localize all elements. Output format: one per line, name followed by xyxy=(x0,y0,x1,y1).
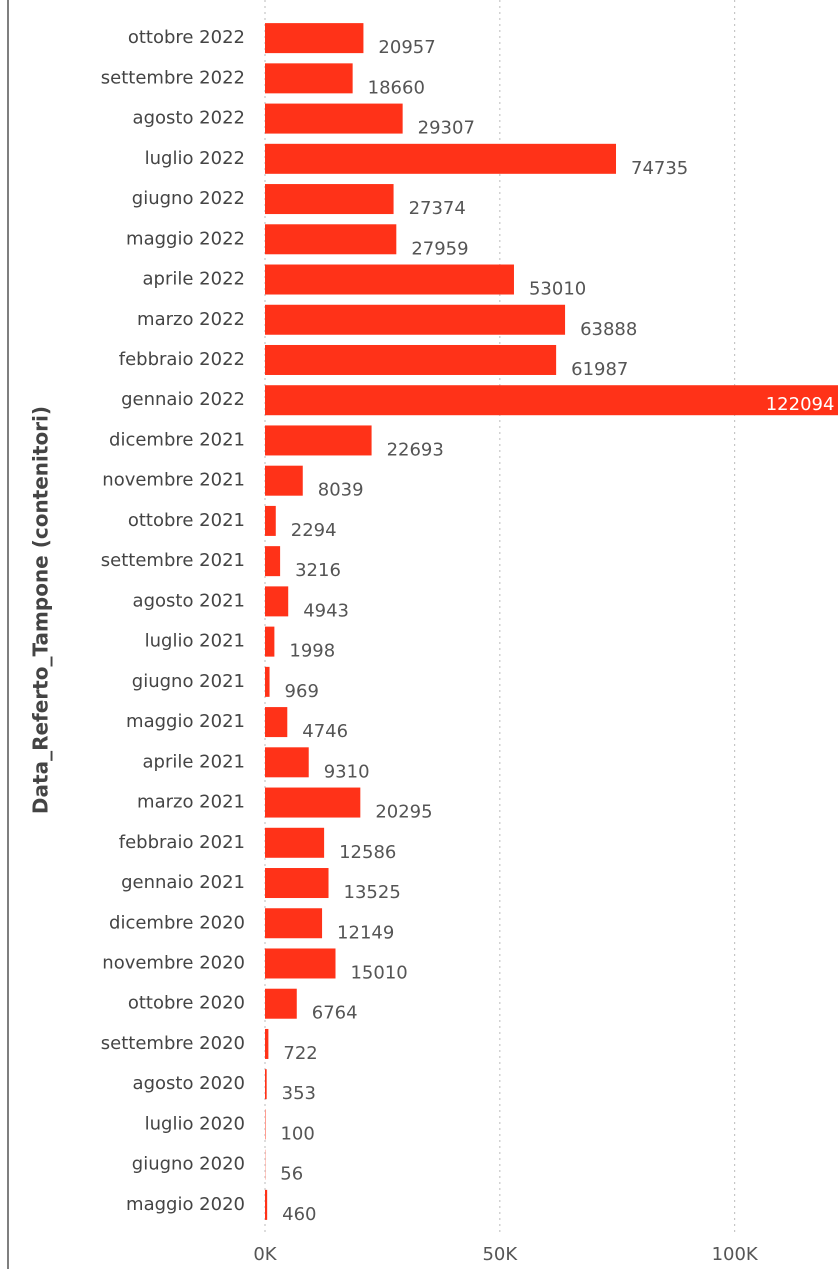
bar xyxy=(265,264,514,295)
y-tick-label: agosto 2021 xyxy=(133,590,245,611)
value-label: 20957 xyxy=(378,37,435,58)
value-label: 74735 xyxy=(631,158,688,179)
y-tick-label: gennaio 2021 xyxy=(121,872,245,893)
y-tick-label: settembre 2022 xyxy=(101,67,245,88)
value-label: 122094 xyxy=(766,394,835,415)
y-tick-label: agosto 2020 xyxy=(133,1073,245,1094)
bar xyxy=(265,908,323,939)
bar xyxy=(265,23,364,54)
y-tick-label: febbraio 2022 xyxy=(119,349,245,370)
bar xyxy=(265,1189,268,1220)
y-tick-label: aprile 2021 xyxy=(143,751,245,772)
bar xyxy=(265,1069,267,1100)
y-tick-label: gennaio 2022 xyxy=(121,389,245,410)
value-label: 61987 xyxy=(571,359,628,380)
value-label: 460 xyxy=(282,1204,316,1225)
y-tick-label: maggio 2021 xyxy=(126,711,245,732)
bar xyxy=(265,586,289,617)
y-tick-label: ottobre 2022 xyxy=(128,27,245,48)
y-tick-label: giugno 2021 xyxy=(132,671,245,692)
value-label: 1998 xyxy=(289,641,335,662)
value-label: 3216 xyxy=(295,560,341,581)
y-tick-label: dicembre 2020 xyxy=(109,912,245,933)
y-tick-label: novembre 2021 xyxy=(102,470,245,491)
bar xyxy=(265,224,397,255)
value-label: 2294 xyxy=(291,520,337,541)
bar xyxy=(265,827,325,858)
bar xyxy=(265,344,557,375)
y-tick-label: ottobre 2020 xyxy=(128,993,245,1014)
bar xyxy=(265,626,275,657)
bar xyxy=(265,868,329,899)
bar xyxy=(265,747,309,778)
bar xyxy=(265,505,276,536)
y-tick-label: marzo 2021 xyxy=(137,792,245,813)
value-label: 4943 xyxy=(303,600,349,621)
value-label: 969 xyxy=(285,681,319,702)
bar xyxy=(265,1028,269,1059)
value-label: 29307 xyxy=(418,118,475,139)
value-label: 9310 xyxy=(324,761,370,782)
bar xyxy=(265,385,838,416)
value-label: 18660 xyxy=(368,77,425,98)
bar xyxy=(265,63,353,94)
x-tick-label: 100K xyxy=(712,1244,759,1265)
value-label: 353 xyxy=(282,1083,316,1104)
value-label: 22693 xyxy=(387,439,444,460)
y-tick-label: giugno 2022 xyxy=(132,188,245,209)
y-tick-label: dicembre 2021 xyxy=(109,429,245,450)
value-label: 722 xyxy=(283,1043,317,1064)
y-tick-label: luglio 2021 xyxy=(145,631,245,652)
value-label: 15010 xyxy=(350,962,407,983)
bar xyxy=(265,103,403,134)
value-label: 100 xyxy=(280,1123,314,1144)
bar xyxy=(265,143,617,174)
y-tick-label: maggio 2022 xyxy=(126,228,245,249)
value-label: 4746 xyxy=(302,721,348,742)
value-label: 12149 xyxy=(337,922,394,943)
y-tick-label: febbraio 2021 xyxy=(119,832,245,853)
bar xyxy=(265,666,270,697)
bar xyxy=(265,948,336,979)
y-tick-label: settembre 2020 xyxy=(101,1033,245,1054)
y-tick-label: maggio 2020 xyxy=(126,1194,245,1215)
bar xyxy=(265,184,394,215)
y-tick-label: luglio 2020 xyxy=(145,1113,245,1134)
x-tick-label: 50K xyxy=(482,1244,518,1265)
y-axis-title: Data_Referto_Tampone (contenitori) xyxy=(29,406,53,814)
bar xyxy=(265,304,566,335)
y-tick-label: ottobre 2021 xyxy=(128,510,245,531)
bar xyxy=(265,988,297,1019)
value-label: 53010 xyxy=(529,279,586,300)
bar xyxy=(265,546,281,577)
value-label: 63888 xyxy=(580,319,637,340)
value-label: 27374 xyxy=(409,198,466,219)
y-tick-label: giugno 2020 xyxy=(132,1154,245,1175)
value-label: 6764 xyxy=(312,1003,358,1024)
y-tick-label: agosto 2022 xyxy=(133,108,245,129)
y-tick-label: settembre 2021 xyxy=(101,550,245,571)
value-label: 20295 xyxy=(375,802,432,823)
value-label: 8039 xyxy=(318,480,364,501)
value-label: 13525 xyxy=(344,882,401,903)
bar xyxy=(265,707,288,738)
bar xyxy=(265,787,361,818)
x-tick-label: 0K xyxy=(253,1244,277,1265)
y-tick-label: marzo 2022 xyxy=(137,309,245,330)
y-tick-label: novembre 2020 xyxy=(102,952,245,973)
y-tick-label: luglio 2022 xyxy=(145,148,245,169)
bar xyxy=(265,425,372,456)
value-label: 27959 xyxy=(411,238,468,259)
y-tick-label: aprile 2022 xyxy=(143,269,245,290)
value-label: 12586 xyxy=(339,842,396,863)
value-label: 56 xyxy=(280,1164,303,1185)
bar xyxy=(265,465,303,496)
